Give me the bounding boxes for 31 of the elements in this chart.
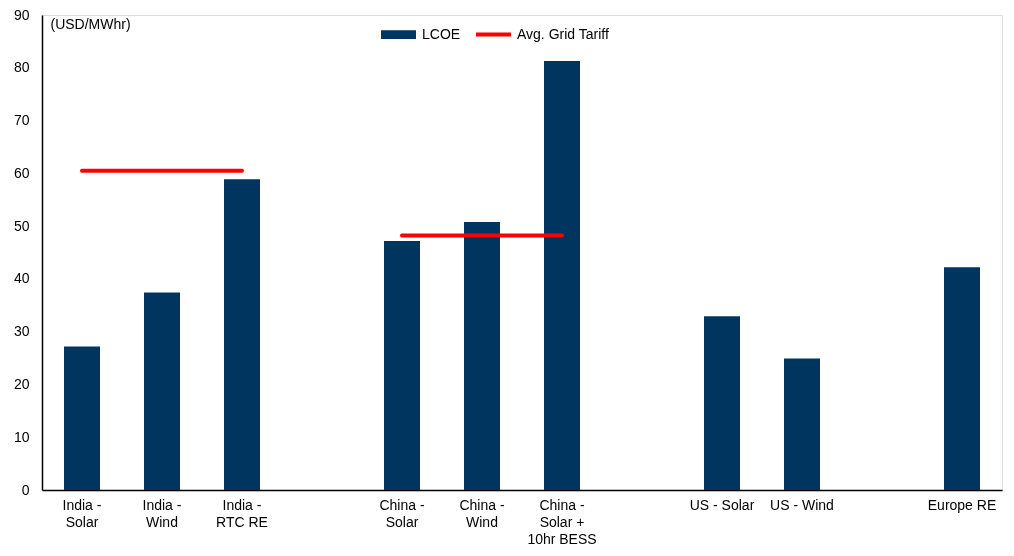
y-tick-label: 70	[13, 112, 30, 129]
x-tick-label: China - Solar	[379, 496, 425, 530]
x-tick-label: China - Wind	[459, 496, 505, 530]
x-tick-label: US - Solar	[689, 496, 755, 513]
y-tick-label: 40	[13, 270, 30, 287]
bar	[224, 179, 260, 490]
bar	[384, 240, 420, 490]
x-tick-label: India - Wind	[142, 496, 182, 530]
x-tick-label: US - Wind	[770, 496, 834, 513]
legend-label: LCOE	[422, 25, 461, 42]
x-tick-label: China - Solar + 10hr BESS	[527, 496, 597, 547]
y-tick-label: 80	[13, 59, 30, 76]
y-tick-label: 50	[13, 217, 30, 234]
x-tick-label: Europe RE	[927, 496, 997, 513]
y-tick-label: 90	[13, 6, 30, 23]
y-tick-label: 0	[21, 481, 30, 498]
x-tick-label: India - RTC RE	[216, 496, 268, 530]
bar	[784, 358, 820, 490]
bar	[144, 292, 180, 490]
y-axis-title: (USD/MWhr)	[50, 15, 131, 32]
legend-label: Avg. Grid Tariff	[517, 25, 609, 42]
y-tick-label: 20	[13, 375, 30, 392]
y-tick-label: 30	[13, 323, 30, 340]
bar	[704, 316, 740, 490]
bar	[544, 60, 580, 490]
y-tick-label: 10	[13, 428, 30, 445]
y-tick-label: 60	[13, 164, 30, 181]
bar	[944, 267, 980, 490]
x-tick-label: India - Solar	[62, 496, 102, 530]
bar	[464, 221, 500, 490]
bar	[64, 346, 100, 490]
